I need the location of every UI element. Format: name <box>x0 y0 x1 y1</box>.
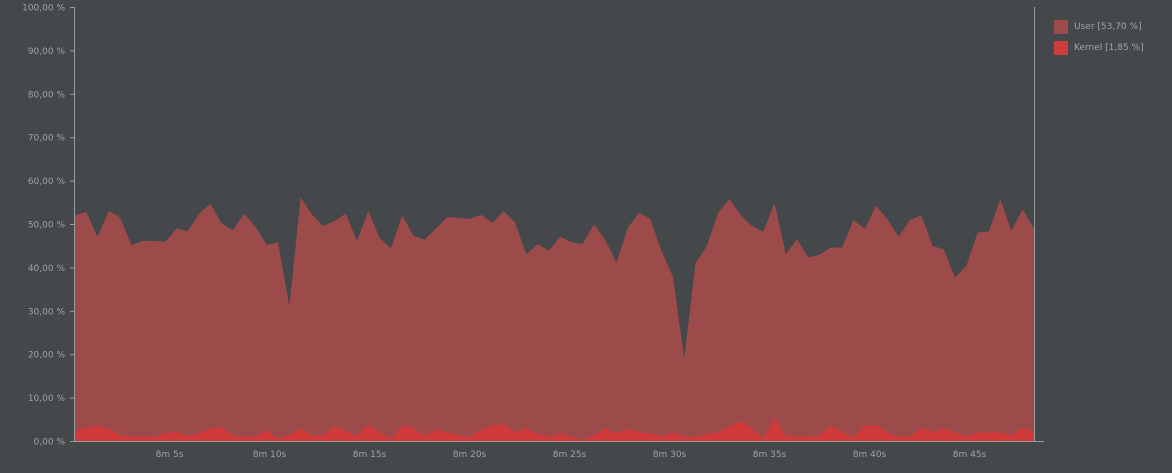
y-tick-label: 60,00 % <box>28 177 66 187</box>
legend-item-user[interactable]: User [53,70 %] <box>1054 20 1144 34</box>
y-tick-label: 30,00 % <box>28 307 66 317</box>
x-tick-label: 8m 15s <box>353 450 387 460</box>
legend-item-kernel[interactable]: Kernel [1,85 %] <box>1054 41 1144 55</box>
legend: User [53,70 %] Kernel [1,85 %] <box>1054 20 1144 62</box>
legend-swatch-user <box>1054 20 1068 34</box>
series-area-user <box>75 197 1034 441</box>
y-tick-label: 0,00 % <box>34 438 66 448</box>
x-tick-label: 8m 10s <box>253 450 287 460</box>
legend-swatch-kernel <box>1054 41 1068 55</box>
series-area-kernel <box>75 418 1034 441</box>
x-tick-label: 8m 45s <box>953 450 987 460</box>
y-tick-label: 80,00 % <box>28 90 66 100</box>
x-axis: 8m 5s 8m 10s 8m 15s 8m 20s 8m 25s 8m 30s 8m 35… <box>70 441 1044 460</box>
y-axis: 0,00 % 10,00 % 20,00 % 30,00 % 40,00 % 50,00 … <box>22 4 1035 448</box>
x-tick-label: 8m 25s <box>553 450 587 460</box>
y-tick-label: 90,00 % <box>28 47 66 57</box>
x-tick-label: 8m 35s <box>753 450 787 460</box>
x-tick-label: 8m 20s <box>453 450 487 460</box>
y-tick-label: 100,00 % <box>22 4 65 14</box>
legend-label-kernel: Kernel [1,85 %] <box>1074 43 1144 53</box>
y-tick-label: 40,00 % <box>28 264 66 274</box>
x-tick-label: 8m 30s <box>653 450 687 460</box>
x-tick-label: 8m 5s <box>156 450 184 460</box>
y-tick-label: 20,00 % <box>28 351 66 361</box>
y-tick-label: 10,00 % <box>28 394 66 404</box>
series-areas <box>75 197 1034 441</box>
y-tick-label: 50,00 % <box>28 221 66 231</box>
x-tick-label: 8m 40s <box>853 450 887 460</box>
legend-label-user: User [53,70 %] <box>1074 22 1142 32</box>
y-tick-label: 70,00 % <box>28 134 66 144</box>
